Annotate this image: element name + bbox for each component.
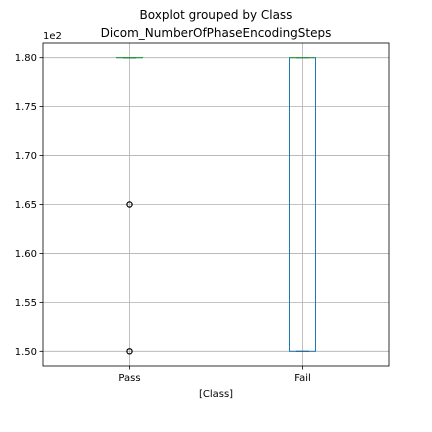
ticks: 1.50 1.55 1.60 1.65 1.70 1.75 1.80 Pass Fail — [15, 53, 311, 384]
flier-point — [126, 201, 133, 208]
y-offset-text: 1e2 — [43, 31, 62, 42]
x-tick-label: Pass — [118, 373, 140, 384]
y-tick-label: 1.80 — [15, 53, 37, 64]
box-fail — [289, 57, 316, 352]
y-tick-label: 1.60 — [15, 249, 37, 260]
y-tick-label: 1.50 — [15, 347, 37, 358]
flier-point — [126, 348, 133, 355]
chart-suptitle: Boxplot grouped by Class — [140, 8, 293, 22]
y-tick-label: 1.70 — [15, 151, 37, 162]
x-axis-label: [Class] — [199, 389, 233, 400]
grid-lines — [43, 43, 389, 366]
y-tick-label: 1.55 — [15, 298, 37, 309]
chart-title: Dicom_NumberOfPhaseEncodingSteps — [101, 26, 332, 40]
y-tick-label: 1.65 — [15, 200, 37, 211]
x-tick-label: Fail — [294, 373, 311, 384]
y-tick-label: 1.75 — [15, 102, 37, 113]
boxes — [116, 57, 316, 355]
box-pass — [116, 57, 143, 355]
